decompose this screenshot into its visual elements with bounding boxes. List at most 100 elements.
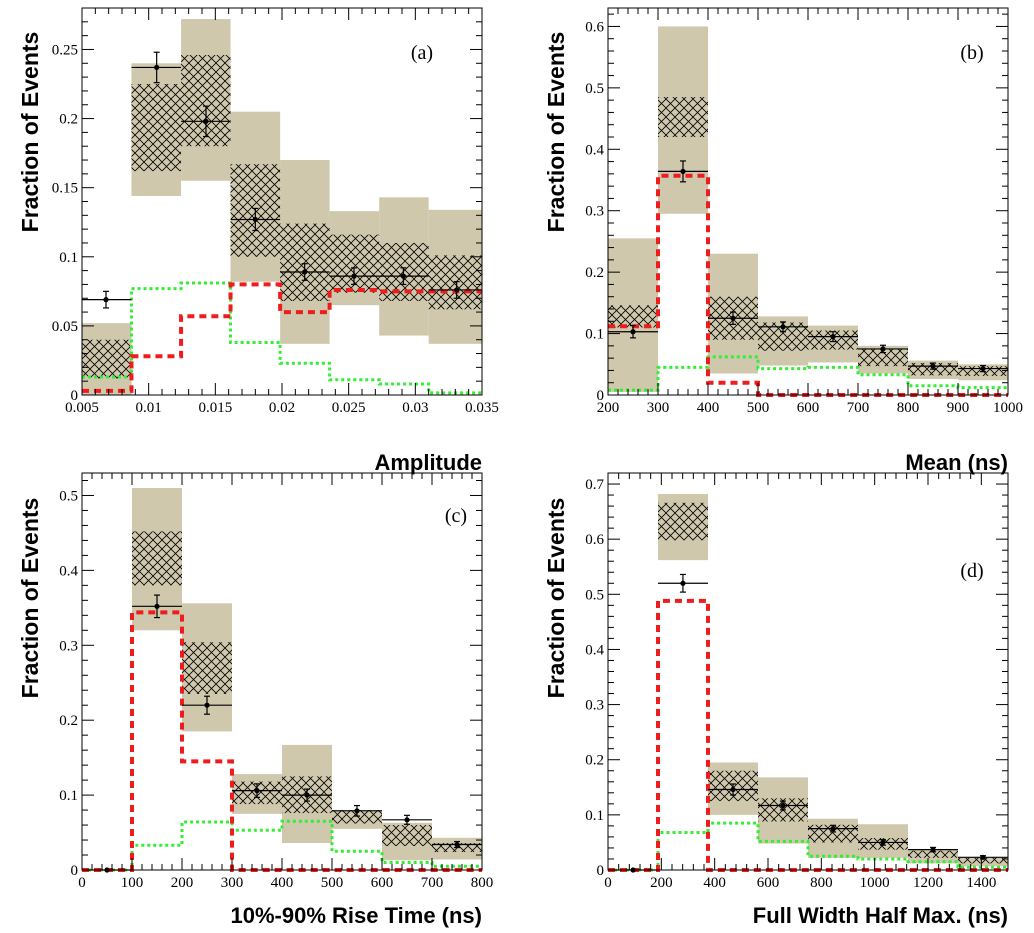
x-tick-label-c-1: 100 (121, 875, 144, 891)
x-axis-label-a: Amplitude (374, 450, 482, 475)
data-point-b-2 (730, 315, 736, 321)
panel-a: Fraction of Events Amplitude (a) (17, 32, 482, 475)
x-tick-label-c-4: 400 (271, 875, 294, 891)
x-axis-label-d: Full Width Half Max. (ns) (753, 903, 1008, 928)
y-tick-label-a-4: 0.2 (59, 112, 78, 128)
x-tick-label-a-2: 0.015 (198, 400, 232, 416)
band-hatch-a-0 (82, 339, 132, 379)
y-tick-label-a-2: 0.1 (59, 250, 78, 266)
x-tick-label-c-7: 700 (421, 875, 444, 891)
x-tick-label-b-0: 200 (597, 400, 620, 416)
data-point-c-3 (254, 788, 260, 794)
x-tick-label-d-7: 1400 (966, 875, 996, 891)
red-histogram-a (82, 282, 482, 393)
data-point-a-1 (154, 64, 160, 71)
x-tick-label-c-5: 500 (321, 875, 344, 891)
x-tick-label-b-1: 300 (647, 400, 670, 416)
plot-c: 0 100 200 300 400 500 600 700 800 0 0.1 0.2 0.3 0.4 0.… (59, 472, 493, 891)
y-tick-label-b-0: 0 (597, 388, 605, 404)
data-point-d-4 (830, 826, 836, 832)
y-tick-label-d-4: 0.4 (585, 642, 604, 658)
x-tick-label-b-5: 700 (847, 400, 870, 416)
band-hatch-d-7 (958, 857, 1008, 864)
x-tick-label-d-2: 400 (703, 875, 726, 891)
panel-tag-b: (b) (960, 42, 983, 64)
panel-d: Fraction of Events Full Width Half Max. … (543, 498, 1008, 928)
data-point-a-6 (400, 273, 406, 279)
y-tick-label-d-3: 0.3 (585, 698, 604, 714)
x-tick-label-c-6: 600 (371, 875, 394, 891)
x-axis-label-c: 10%-90% Rise Time (ns) (231, 903, 482, 928)
x-tick-label-a-4: 0.025 (332, 400, 366, 416)
band-hatch-a-1 (131, 84, 182, 172)
x-tick-label-d-4: 800 (810, 875, 833, 891)
x-tick-label-a-5: 0.03 (402, 400, 428, 416)
y-axis-label-b: Fraction of Events (543, 32, 569, 233)
x-tick-label-b-2: 400 (697, 400, 720, 416)
x-tick-label-d-5: 1000 (860, 875, 890, 891)
panel-tag-c: (c) (445, 505, 467, 527)
data-point-a-2 (203, 118, 209, 124)
green-histogram-a (82, 281, 482, 395)
y-tick-label-b-1: 0.1 (585, 327, 604, 343)
y-tick-label-d-0: 0 (597, 863, 605, 879)
y-tick-label-d-1: 0.1 (585, 808, 604, 824)
band-hatch-c-1 (132, 531, 182, 586)
data-point-c-7 (454, 841, 460, 848)
y-tick-label-d-5: 0.5 (585, 587, 604, 603)
x-tick-label-c-2: 200 (171, 875, 194, 891)
x-tick-label-b-3: 500 (747, 400, 770, 416)
y-tick-label-c-1: 0.1 (59, 788, 78, 804)
y-tick-label-b-4: 0.4 (585, 142, 604, 158)
y-tick-label-b-6: 0.6 (585, 19, 604, 35)
data-point-d-3 (780, 802, 786, 809)
data-point-d-5 (880, 839, 886, 846)
data-point-b-6 (930, 363, 936, 369)
x-tick-label-a-1: 0.01 (136, 400, 162, 416)
x-tick-label-a-3: 0.02 (269, 400, 295, 416)
y-tick-label-b-2: 0.2 (585, 265, 604, 281)
data-point-b-4 (830, 334, 836, 340)
data-point-d-1 (680, 580, 686, 586)
data-point-c-4 (304, 792, 310, 798)
band-hatch-b-1 (658, 97, 708, 137)
data-point-a-7 (454, 287, 460, 293)
data-point-b-3 (780, 324, 786, 330)
x-tick-label-b-8: 1000 (993, 400, 1023, 416)
y-tick-label-b-3: 0.3 (585, 204, 604, 220)
x-tick-label-d-1: 200 (650, 875, 673, 891)
y-tick-label-a-5: 0.25 (52, 42, 78, 58)
plot-b: 200 300 400 500 600 700 800 900 1000 0 0.1 0.2 0.3 0.… (585, 7, 1023, 416)
data-point-a-3 (252, 216, 258, 223)
data-point-c-6 (404, 817, 410, 823)
data-point-a-0 (103, 297, 109, 303)
data-point-b-0 (630, 329, 636, 335)
x-tick-label-b-6: 800 (897, 400, 920, 416)
band-hatch-c-5 (332, 810, 382, 824)
panel-tag-a: (a) (411, 42, 433, 64)
x-tick-label-a-6: 0.035 (465, 400, 499, 416)
green-histogram-b (608, 355, 1008, 392)
x-tick-label-a-0: 0.005 (65, 400, 99, 416)
x-tick-label-d-0: 0 (604, 875, 612, 891)
panel-c: Fraction of Events 10%-90% Rise Time (ns… (17, 498, 482, 928)
panel-b: Fraction of Events Mean (ns) (b) (543, 32, 1008, 475)
band-hatch-a-7 (428, 255, 482, 310)
data-point-b-7 (980, 365, 986, 372)
y-tick-label-d-7: 0.7 (585, 477, 604, 493)
data-point-b-1 (680, 168, 686, 174)
y-tick-label-a-3: 0.15 (52, 181, 78, 197)
green-histogram-d (608, 821, 1008, 872)
plot-d: 0 200 400 600 800 1000 1200 1400 0 0.1 0.2 0.3 0.4 0.… (585, 472, 1009, 891)
data-point-c-1 (154, 603, 160, 609)
band-hatch-c-2 (182, 642, 232, 694)
plot-a: 0.005 0.01 0.015 0.02 0.025 0.03 0.035 0 0.05 0.1… (52, 7, 499, 416)
x-tick-label-d-3: 600 (757, 875, 780, 891)
band-hatch-c-6 (382, 825, 432, 847)
y-tick-label-d-2: 0.2 (585, 753, 604, 769)
data-point-a-4 (302, 269, 308, 275)
y-tick-label-c-3: 0.3 (59, 638, 78, 654)
y-axis-label-d: Fraction of Events (543, 498, 569, 699)
red-histogram-c (82, 610, 482, 872)
